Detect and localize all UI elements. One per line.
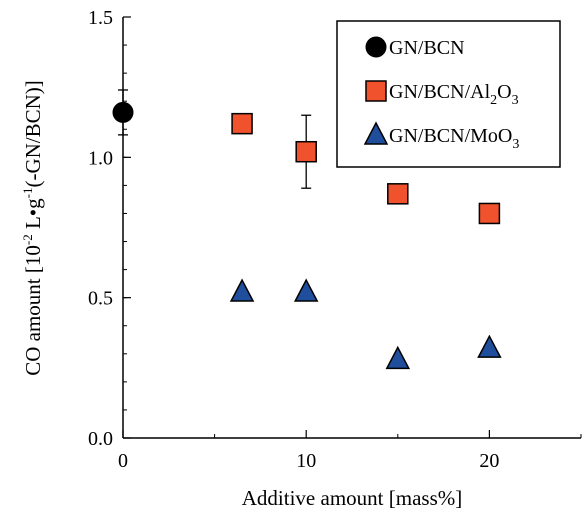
y-axis-title-sup1: -2 [20, 234, 35, 245]
y-tick-label: 1.0 [88, 147, 113, 169]
y-axis-title-part2: L•g [21, 198, 45, 234]
legend-label: GN/BCN [389, 37, 465, 59]
y-axis-title: CO amount [10-2 L•g-1(-GN/BCN)] [20, 80, 45, 376]
legend: GN/BCN GN/BCN/Al2O3 GN/BCN/MoO3 [336, 20, 561, 168]
y-axis-title-part3: (-GN/BCN)] [21, 80, 45, 187]
y-axis-title-part1: CO amount [10 [21, 245, 45, 376]
data-marks [112, 89, 502, 370]
y-tick-label: 0.0 [88, 428, 113, 450]
y-tick-label: 1.5 [88, 7, 113, 29]
legend-label: GN/BCN/Al2O3 [389, 81, 519, 108]
legend-marker-triangle [363, 121, 389, 145]
data-point-square [231, 112, 253, 135]
legend-marker-square [365, 80, 387, 102]
data-point-square [295, 140, 317, 163]
x-tick-label: 0 [118, 450, 128, 472]
data-point-square [387, 183, 409, 205]
plot-axes: 0.0 0.5 1.0 1.5 0 10 20 [88, 7, 582, 472]
data-point-circle [112, 101, 134, 123]
y-axis-title-sup2: -1 [20, 188, 35, 199]
x-tick-label: 20 [479, 450, 499, 472]
legend-label: GN/BCN/MoO3 [389, 125, 519, 152]
x-axis-title: Additive amount [mass%] [242, 486, 462, 510]
data-point-triangle [229, 278, 255, 302]
data-point-triangle [385, 345, 411, 370]
data-point-square [478, 202, 501, 225]
legend-marker-circle [365, 36, 387, 58]
x-tick-label: 10 [296, 450, 316, 472]
data-point-triangle [477, 334, 502, 358]
data-point-triangle [293, 278, 319, 302]
y-tick-label: 0.5 [88, 288, 113, 310]
